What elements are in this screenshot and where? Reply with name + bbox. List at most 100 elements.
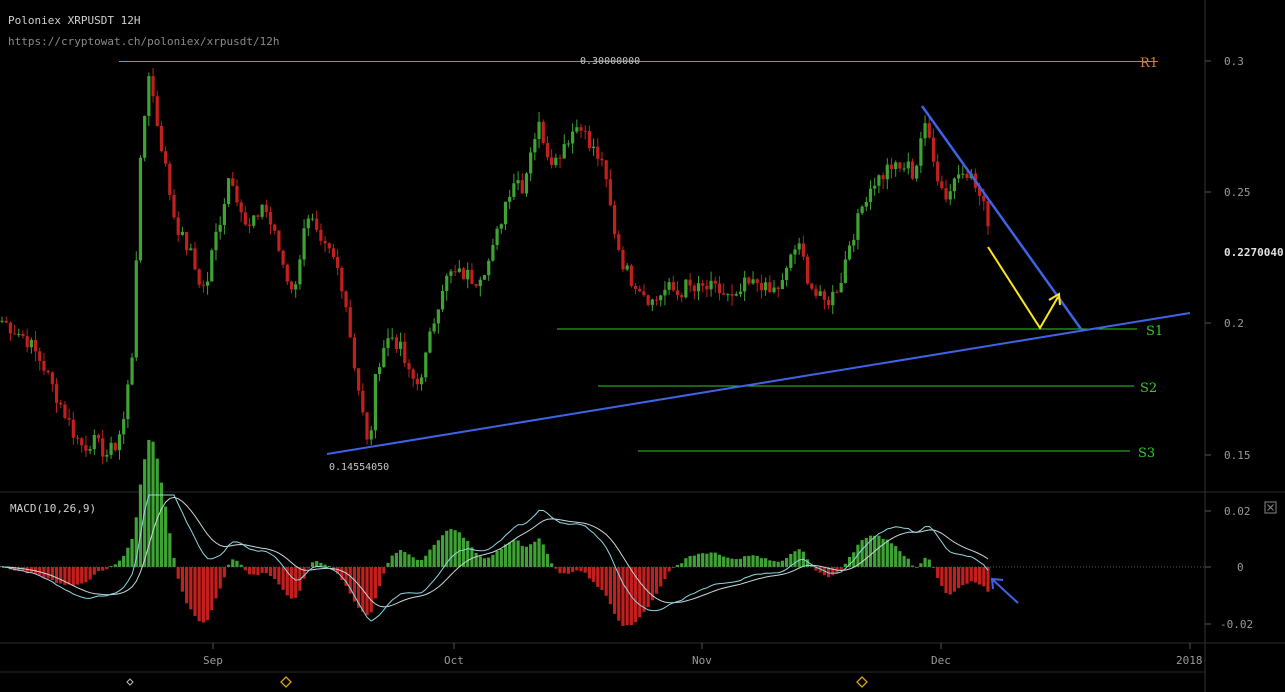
candle-body [348, 307, 352, 338]
macd-histogram-bar [805, 559, 810, 567]
macd-histogram-bar [785, 557, 789, 567]
candle-body [650, 299, 654, 305]
candle-body [222, 204, 226, 226]
macd-close-icon[interactable] [1264, 501, 1277, 514]
macd-histogram-bar [969, 567, 973, 582]
candle-body [638, 289, 642, 292]
macd-histogram-bar [571, 567, 575, 572]
macd-histogram-bar [877, 535, 881, 567]
macd-histogram-bar [210, 567, 214, 611]
candle-body [390, 337, 394, 339]
macd-histogram-bar [566, 567, 571, 574]
macd-histogram-bar [881, 538, 885, 567]
candle-body [722, 293, 726, 295]
candle-body [101, 438, 105, 457]
event-marker-diamond-icon[interactable] [126, 678, 134, 686]
candle-body [4, 320, 8, 323]
candle-body [978, 187, 982, 196]
macd-histogram-bar [436, 540, 440, 567]
macd-histogram-bar [117, 560, 122, 567]
candle-body [659, 295, 663, 301]
macd-histogram-bar [923, 557, 927, 567]
macd-histogram-bar [487, 557, 491, 567]
candle-body [701, 283, 705, 286]
macd-histogram-bar [386, 562, 390, 567]
candle-body [818, 291, 822, 296]
macd-histogram-bar [562, 567, 566, 574]
event-marker-diamond-icon[interactable] [280, 676, 292, 688]
candle-body [898, 162, 902, 169]
candle-body [80, 438, 84, 446]
macd-histogram-bar [533, 541, 537, 567]
candle-body [621, 250, 625, 270]
candle-body [256, 215, 260, 217]
candle-body [21, 334, 25, 337]
candle-body [424, 352, 428, 378]
candle-body [629, 265, 633, 286]
macd-histogram-bar [722, 556, 726, 567]
candle-body [378, 367, 382, 374]
macd-histogram-bar [944, 567, 948, 593]
candle-body [919, 138, 923, 166]
candle-body [944, 188, 948, 200]
macd-histogram-bar [373, 567, 378, 599]
macd-histogram-bar [122, 555, 126, 567]
macd-histogram-bar [306, 567, 310, 569]
candle-body [810, 283, 814, 289]
macd-histogram-bar [176, 567, 180, 579]
candle-body [785, 267, 789, 281]
macd-histogram-bar [520, 545, 524, 567]
candle-body [852, 239, 856, 246]
event-markers[interactable] [126, 676, 868, 688]
candle-body [122, 419, 126, 435]
candle-body [264, 204, 268, 212]
candle-body [499, 224, 503, 229]
macd-histogram-bar [344, 567, 348, 586]
macd-histogram-bar [218, 567, 222, 589]
macd-histogram-bar [512, 540, 516, 567]
candle-body [747, 277, 751, 284]
candle-body [143, 115, 147, 158]
macd-histogram-bar [67, 567, 71, 585]
macd-histogram-bar [550, 563, 554, 567]
macd-histogram-bar [692, 555, 696, 567]
candle-body [600, 158, 604, 161]
s3-label: S3 [1138, 446, 1155, 461]
macd-histogram-bar [764, 558, 768, 567]
candle-body [558, 157, 562, 159]
macd-histogram-bar [772, 560, 776, 567]
macd-histogram-bar [168, 533, 172, 567]
candle-body [231, 178, 235, 186]
macd-histogram-bar [642, 567, 646, 612]
candle-body [38, 351, 42, 361]
candle-body [831, 291, 835, 306]
macd-histogram-bar [545, 553, 550, 567]
macd-histogram-bar [159, 482, 164, 567]
candle-body [172, 194, 176, 218]
candle-body [54, 384, 59, 403]
macd-histogram-bar [231, 559, 235, 567]
macd-histogram-bar [755, 555, 759, 567]
macd-histogram-bar [101, 567, 105, 571]
candle-body [764, 282, 768, 291]
candle-body [931, 137, 936, 162]
macd-histogram-bar [986, 567, 990, 592]
macd-histogram-bar [776, 561, 780, 567]
macd-histogram-bar [516, 540, 520, 567]
macd-histogram-bar [906, 558, 910, 567]
candle-body [822, 291, 826, 300]
event-marker-diamond-icon[interactable] [856, 676, 868, 688]
macd-histogram-bar [671, 567, 675, 568]
macd-histogram-bar [38, 567, 42, 576]
candle-body [75, 437, 80, 439]
macd-histogram-bar [407, 554, 411, 567]
macd-histogram-bar [856, 544, 860, 567]
macd-histogram-bar [957, 567, 961, 589]
macd-histogram-bar [797, 549, 801, 567]
candle-body [982, 195, 986, 202]
macd-histogram-bar [600, 567, 604, 591]
macd-histogram-bar [59, 567, 63, 584]
macd-histogram-bar [294, 567, 298, 598]
candle-body [696, 283, 701, 292]
